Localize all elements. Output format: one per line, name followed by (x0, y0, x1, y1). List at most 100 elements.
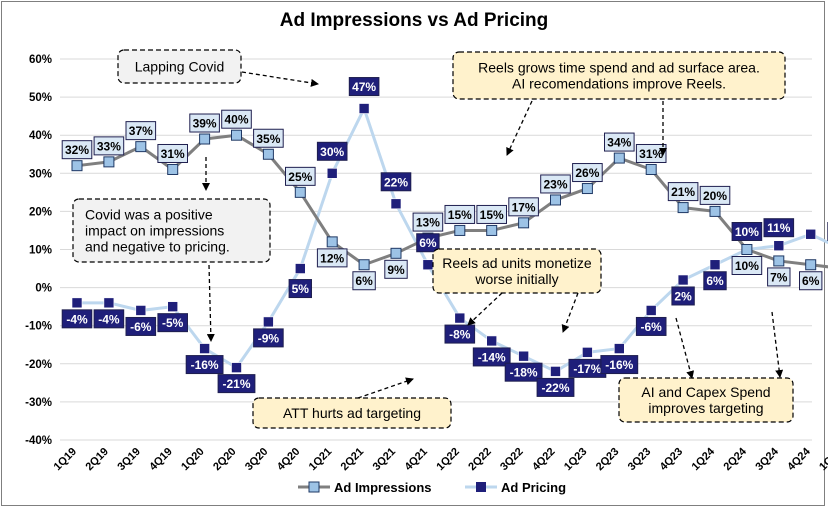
ad-pricing-label: 47% (349, 78, 379, 96)
ad-pricing-label: -22% (537, 378, 574, 396)
x-tick-label: 3Q21 (371, 446, 399, 474)
x-tick-label: 4Q24 (785, 445, 813, 473)
ad-impressions-point (614, 153, 624, 163)
y-tick-label: -20% (25, 359, 52, 371)
ad-impressions-point (391, 248, 401, 258)
ad-impressions-label: 25% (286, 167, 316, 185)
ad-impressions-label: 10% (732, 257, 762, 275)
ad-pricing-point (295, 264, 305, 274)
ad-pricing-label-text: -14% (478, 350, 506, 364)
ad-impressions-label-text: 35% (256, 132, 280, 146)
ad-impressions-label: 12% (317, 249, 347, 267)
x-tick-label: 2Q22 (466, 446, 494, 474)
x-tick-label: 1Q21 (307, 446, 335, 474)
ad-pricing-label: -21% (218, 375, 255, 393)
ad-pricing-label-text: 22% (384, 175, 408, 189)
ad-impressions-label-text: 34% (607, 136, 631, 150)
ad-impressions-label-text: 31% (639, 147, 663, 161)
y-tick-label: -40% (25, 435, 52, 447)
ad-impressions-label-text: 20% (703, 189, 727, 203)
ad-pricing-point (487, 336, 497, 346)
y-tick-label: 20% (29, 206, 52, 218)
ad-pricing-label: -18% (505, 363, 542, 381)
ad-impressions-point (232, 130, 242, 140)
x-tick-label: 1Q24 (690, 445, 718, 473)
ad-impressions-point (519, 218, 529, 228)
ad-pricing-label: 5% (289, 280, 311, 298)
annotation-box: Reels grows time spend and ad surface ar… (453, 52, 785, 99)
ad-impressions-point (487, 225, 497, 235)
ad-pricing-point (519, 351, 529, 361)
y-tick-label: 10% (29, 245, 52, 257)
x-tick-label: 1Q22 (434, 446, 462, 474)
ad-pricing-label-text: -9% (258, 331, 280, 345)
ad-pricing-point (710, 260, 720, 270)
ad-impressions-point (168, 164, 178, 174)
annotation-arrow (358, 379, 413, 398)
ad-pricing-label: -17% (569, 359, 606, 377)
ad-impressions-label-text: 25% (288, 170, 312, 184)
ad-pricing-label: -8% (445, 325, 475, 343)
annotation-text: improves targeting (648, 400, 763, 416)
x-tick-label: 4Q19 (147, 446, 175, 474)
ad-impressions-point (678, 203, 688, 213)
ad-pricing-label: -6% (636, 317, 666, 335)
ad-pricing-point (391, 199, 401, 209)
ad-pricing-label: -5% (158, 314, 188, 332)
ad-impressions-label: 17% (509, 198, 539, 216)
ad-impressions-label: 13% (413, 213, 443, 231)
ad-pricing-point (136, 305, 146, 315)
ad-pricing-label: 6% (704, 272, 726, 290)
ad-pricing-point (678, 275, 688, 285)
ad-pricing-point (774, 241, 784, 251)
x-tick-label: 1Q23 (562, 446, 590, 474)
y-tick-label: -30% (25, 397, 52, 409)
y-tick-label: 0% (35, 283, 52, 295)
ad-impressions-label-text: 15% (448, 208, 472, 222)
ad-impressions-label-text: 12% (320, 251, 344, 265)
ad-pricing-point (327, 168, 337, 178)
annotation-text: Lapping Covid (135, 59, 225, 75)
ad-pricing-label: 10% (732, 223, 762, 241)
ad-impressions-label-text: 26% (575, 166, 599, 180)
ad-pricing-point (806, 229, 816, 239)
annotation-text: Covid was a positive (85, 207, 213, 223)
ad-impressions-label-text: 13% (416, 216, 440, 230)
ad-impressions-label: 34% (605, 133, 635, 151)
ad-pricing-point (455, 313, 465, 323)
ad-pricing-label-text: -18% (510, 366, 538, 380)
annotation-box: AI and Capex Spendimproves targeting (619, 378, 793, 422)
annotation-text: AI recomendations improve Reels. (512, 76, 726, 92)
x-tick-label: 2Q19 (83, 446, 111, 474)
ad-impressions-label: 40% (222, 110, 252, 128)
x-tick-label: 1Q19 (52, 446, 80, 474)
ad-pricing-point (72, 298, 82, 308)
x-tick-label: 3Q20 (243, 446, 271, 474)
annotation-arrow (772, 312, 780, 377)
ad-pricing-label-text: 6% (706, 274, 724, 288)
ad-pricing-label: -6% (126, 317, 156, 335)
annotation-box: ATT hurts ad targeting (253, 398, 451, 428)
annotation-box: Covid was a positiveimpact on impression… (73, 199, 270, 262)
ad-pricing-label: 30% (317, 142, 347, 160)
x-tick-label: 2Q20 (211, 446, 239, 474)
legend-swatch-marker (309, 482, 319, 492)
annotation-box: Lapping Covid (118, 50, 241, 83)
ad-pricing-label: -4% (62, 310, 92, 328)
ad-pricing-label: -4% (94, 310, 124, 328)
ad-impressions-label-text: 40% (224, 113, 248, 127)
ad-impressions-label-text: 31% (161, 147, 185, 161)
ad-pricing-label-text: -6% (130, 320, 152, 334)
ad-impressions-label: 35% (254, 129, 284, 147)
ad-pricing-label: -16% (601, 356, 638, 374)
ad-impressions-label: 32% (62, 141, 92, 159)
ad-impressions-label: 33% (94, 137, 124, 155)
annotation-text: and negative to pricing. (85, 239, 230, 255)
ad-pricing-label-text: -4% (66, 312, 88, 326)
ad-pricing-label-text: 5% (292, 282, 310, 296)
legend-label-impressions: Ad Impressions (334, 480, 432, 495)
y-tick-label: 50% (29, 92, 52, 104)
ad-pricing-label: -9% (254, 329, 284, 347)
x-tick-label: 4Q20 (275, 446, 303, 474)
ad-impressions-point (263, 149, 273, 159)
